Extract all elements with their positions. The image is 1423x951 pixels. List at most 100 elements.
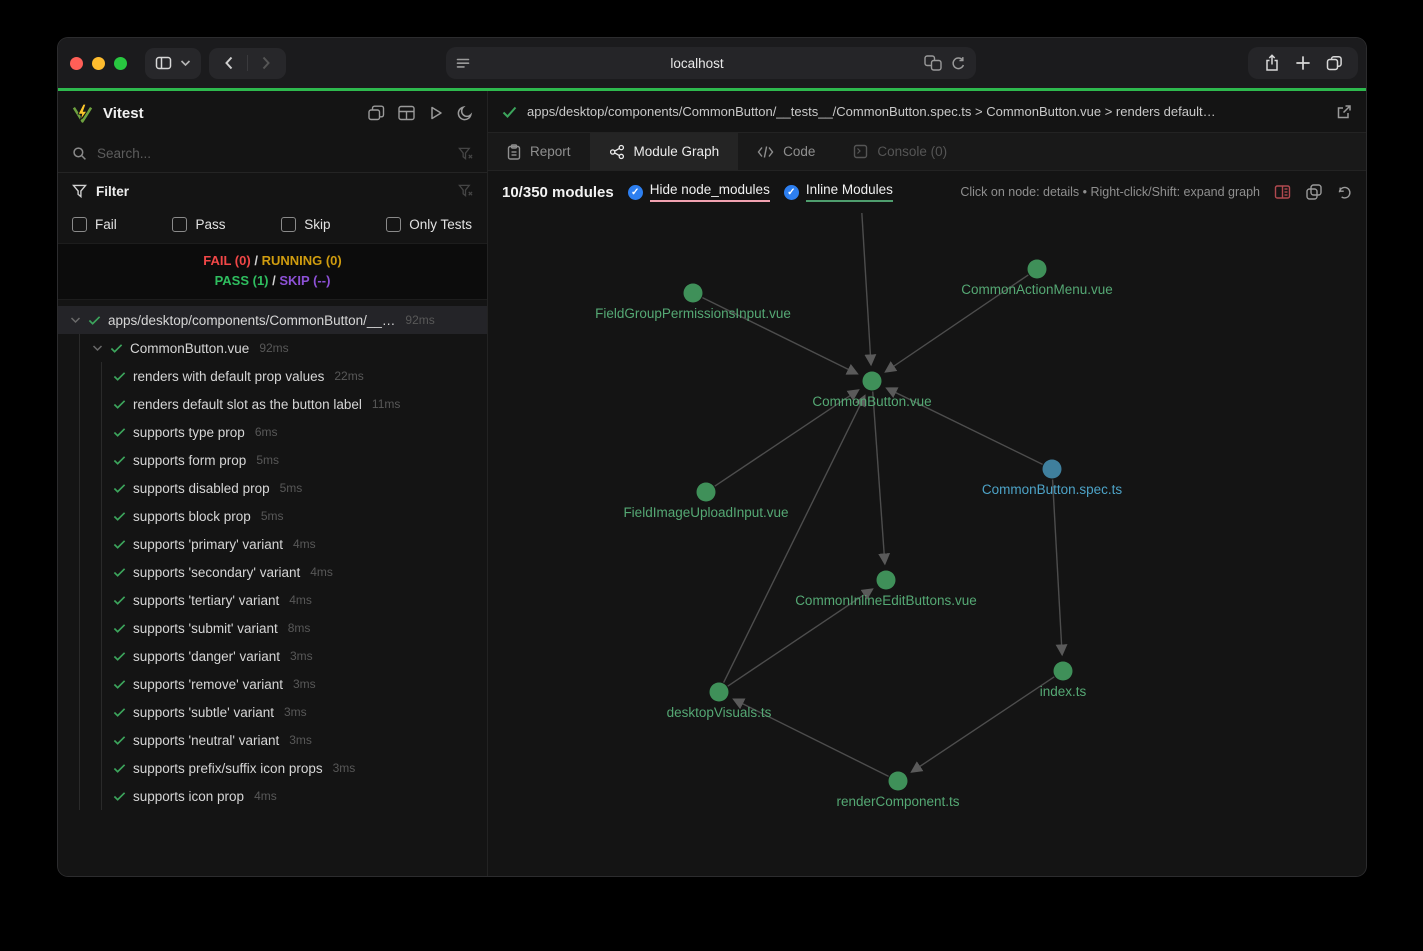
test-duration: 4ms [254,789,277,803]
tab-report[interactable]: Report [488,133,590,170]
checked-checkbox-icon[interactable]: ✓ [783,184,799,200]
close-window-button[interactable] [70,56,83,70]
test-name: supports disabled prop [133,480,270,496]
check-icon [113,427,126,437]
tree-row[interactable]: supports 'submit' variant 8ms [58,614,487,642]
filter-checkbox-skip[interactable]: Skip [281,216,330,232]
back-button[interactable] [213,48,247,79]
graph-node[interactable]: CommonButton.vue [812,371,932,410]
chevron-down-icon[interactable] [92,343,103,353]
graph-node[interactable]: FieldGroupPermissionsInput.vue [595,283,791,322]
graph-edge [861,213,877,367]
test-name: supports 'primary' variant [133,536,283,552]
module-graph-icon [609,144,624,159]
tree-row[interactable]: supports 'subtle' variant 3ms [58,698,487,726]
checkbox-box[interactable] [281,216,297,232]
run-all-icon[interactable] [428,105,444,121]
graph-node[interactable]: CommonActionMenu.vue [961,259,1113,298]
collapse-windows-icon[interactable] [368,105,385,121]
reload-icon[interactable] [951,56,966,71]
search-input[interactable] [97,146,448,161]
clear-filters-icon[interactable] [458,184,473,198]
tree-row[interactable]: supports 'neutral' variant 3ms [58,726,487,754]
tree-row[interactable]: supports form prop 5ms [58,446,487,474]
sidebar-panel-icon [155,56,172,70]
new-tab-icon[interactable] [1295,55,1311,71]
test-name: supports form prop [133,452,247,468]
graph-edge [723,394,866,683]
graph-node[interactable]: CommonInlineEditButtons.vue [795,570,977,609]
tree-row[interactable]: supports disabled prop 5ms [58,474,487,502]
sidebar-toggle-button[interactable] [145,47,201,79]
graph-node-label: CommonButton.spec.ts [982,482,1123,497]
vitest-logo-icon [72,103,93,123]
test-name: supports prefix/suffix icon props [133,760,323,776]
test-name: supports block prop [133,508,251,524]
address-bar[interactable]: localhost [446,47,976,79]
filter-checkbox-fail[interactable]: Fail [72,216,117,232]
tree-row[interactable]: supports 'remove' variant 3ms [58,670,487,698]
tab-overview-icon[interactable] [1326,55,1343,71]
forward-button[interactable] [248,48,282,79]
tab-module-graph[interactable]: Module Graph [589,133,739,170]
checkbox-box[interactable] [72,216,87,232]
breadcrumb-row: apps/desktop/components/CommonButton/__t… [488,91,1366,133]
filter-checkbox-pass[interactable]: Pass [172,216,226,232]
tree-row[interactable]: renders with default prop values 22ms [58,362,487,390]
inline-modules-toggle[interactable]: ✓ Inline Modules [783,182,893,202]
dark-mode-moon-icon[interactable] [457,105,473,121]
tree-row[interactable]: supports type prop 6ms [58,418,487,446]
tree-row[interactable]: supports 'secondary' variant 4ms [58,558,487,586]
tree-row[interactable]: apps/desktop/components/CommonButton/__…… [58,306,487,334]
graph-node[interactable]: index.ts [1040,661,1087,700]
reader-icon[interactable] [456,57,470,70]
graph-node[interactable]: CommonButton.spec.ts [982,459,1123,498]
nav-divider [247,55,248,71]
graph-node-label: desktopVisuals.ts [667,705,772,720]
module-graph-svg[interactable]: FieldGroupPermissionsInput.vue CommonActi… [488,213,1365,876]
graph-node[interactable]: renderComponent.ts [836,771,960,810]
minimize-window-button[interactable] [92,56,105,70]
tree-row[interactable]: supports icon prop 4ms [58,782,487,810]
titlebar-actions [1248,47,1358,79]
tab-console[interactable]: Console (0) [834,133,966,170]
graph-hint-text: Click on node: details • Right-click/Shi… [960,185,1260,199]
hide-node-modules-toggle[interactable]: ✓ Hide node_modules [627,182,770,202]
check-icon [113,483,126,493]
tree-row[interactable]: supports block prop 5ms [58,502,487,530]
clear-search-filter-icon[interactable] [458,147,473,161]
check-icon [113,455,126,465]
checkbox-box[interactable] [386,216,402,232]
tree-row[interactable]: supports 'primary' variant 4ms [58,530,487,558]
tree-row[interactable]: supports 'danger' variant 3ms [58,642,487,670]
test-duration: 92ms [405,313,435,327]
reset-graph-icon[interactable] [1337,185,1352,200]
node-details-panel-icon[interactable] [1274,184,1291,200]
checkbox-box[interactable] [172,216,188,232]
tab-code[interactable]: Code [738,133,834,170]
check-icon [110,343,123,353]
zoom-window-button[interactable] [114,56,127,70]
checked-checkbox-icon[interactable]: ✓ [627,184,643,200]
check-icon [88,315,101,325]
tree-row[interactable]: supports prefix/suffix icon props 3ms [58,754,487,782]
graph-node[interactable]: desktopVisuals.ts [667,682,772,721]
tree-row[interactable]: CommonButton.vue 92ms [58,334,487,362]
main-panel: apps/desktop/components/CommonButton/__t… [488,91,1366,876]
check-icon [113,763,126,773]
filter-checkbox-only-tests[interactable]: Only Tests [386,216,472,232]
tree-row[interactable]: renders default slot as the button label… [58,390,487,418]
tree-row[interactable]: supports 'tertiary' variant 4ms [58,586,487,614]
test-duration: 4ms [292,537,316,551]
translate-icon[interactable] [924,55,942,71]
chevron-down-icon[interactable] [70,315,81,325]
filter-header: Filter [58,173,487,209]
layout-scheme-icon[interactable] [1306,184,1322,200]
external-link-icon[interactable] [1336,104,1352,120]
share-icon[interactable] [1264,54,1280,72]
graph-node[interactable]: FieldImageUploadInput.vue [623,482,789,521]
dashboard-icon[interactable] [398,105,415,121]
module-graph-canvas[interactable]: FieldGroupPermissionsInput.vue CommonActi… [488,213,1366,876]
graph-node-label: CommonButton.vue [812,394,931,409]
search-bar [58,135,487,173]
